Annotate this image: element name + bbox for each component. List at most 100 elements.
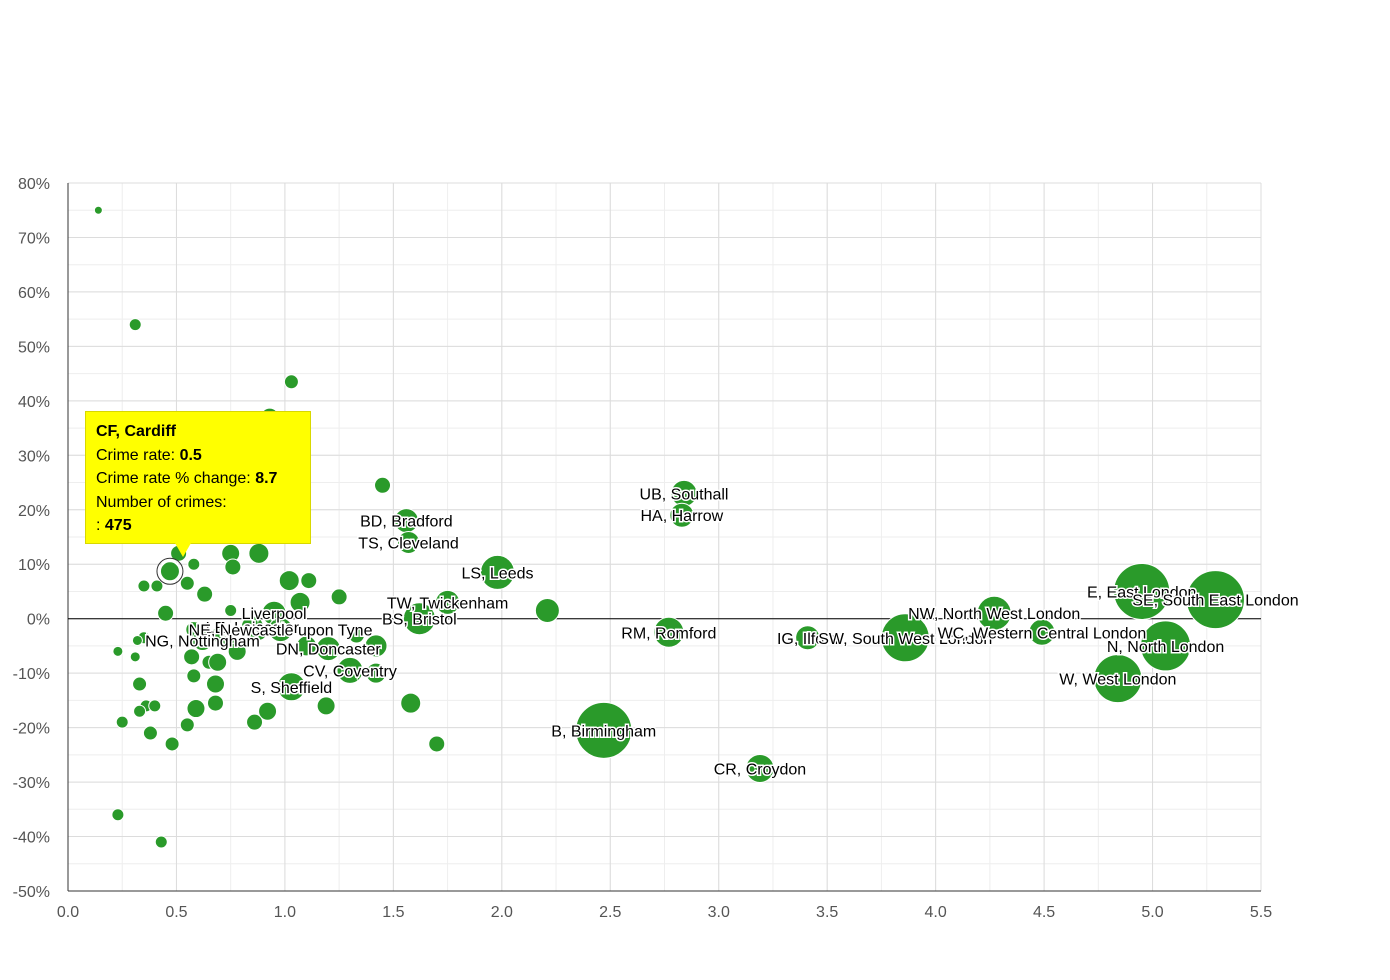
bubble <box>435 589 461 615</box>
bubble <box>191 629 213 651</box>
y-tick-label: -40% <box>13 830 50 847</box>
bubble <box>187 557 201 571</box>
y-tick-label: -50% <box>13 884 50 901</box>
bubble <box>240 615 264 639</box>
bubble-label: Liverpool <box>242 606 307 623</box>
x-tick-label: 2.5 <box>599 904 621 921</box>
bubble <box>115 715 129 729</box>
bubble <box>745 753 775 783</box>
bubble-label: LE, Leicester <box>206 620 300 637</box>
bubble <box>402 602 436 636</box>
bubble <box>208 652 228 672</box>
y-tick-label: -30% <box>13 775 50 792</box>
bubble <box>976 595 1012 631</box>
x-tick-label: 5.0 <box>1141 904 1163 921</box>
bubble <box>148 699 162 713</box>
bubble-label: IG, Ilford <box>777 631 838 648</box>
y-tick-label: 10% <box>18 557 50 574</box>
y-tick-label: -10% <box>13 666 50 683</box>
y-tick-label: 30% <box>18 448 50 465</box>
x-tick-label: 3.5 <box>816 904 838 921</box>
bubble <box>111 808 125 822</box>
bubble-labels: UB, Southall HA, Harrow BD, Bradford TS, Cl… <box>144 485 1300 780</box>
bubble-label: TW, Twickenham <box>387 595 509 612</box>
bubbles <box>93 205 1245 849</box>
bubble-label: DN, Doncaster <box>276 642 382 659</box>
bubble <box>400 692 422 714</box>
bubble <box>278 570 300 592</box>
bubble-label: CR, Croydon <box>714 761 806 778</box>
bubble-label: WC, Western Central London <box>938 625 1147 642</box>
highlight-bubble <box>158 560 181 583</box>
x-tick-label: 5.5 <box>1250 904 1272 921</box>
bubble <box>428 735 446 753</box>
bubble <box>575 701 633 759</box>
bubble <box>246 713 264 731</box>
tooltip-crimes-label: Number of crimes: <box>96 493 227 511</box>
tooltip-pointer <box>175 543 191 557</box>
bubble-label: NW, North West London <box>908 606 1080 623</box>
bubble <box>315 636 341 662</box>
bubble <box>224 558 242 576</box>
bubble-label: W, West London <box>1059 672 1176 689</box>
bubble <box>179 575 195 591</box>
y-tick-label: 60% <box>18 285 50 302</box>
bubble <box>222 633 236 647</box>
bubble-label: RM, Romford <box>621 625 716 642</box>
x-tick-label: 2.0 <box>491 904 513 921</box>
highlight-ring <box>156 557 184 585</box>
bubble-label: SW, South West London <box>818 631 992 648</box>
bubble <box>316 696 336 716</box>
bubble <box>268 617 294 643</box>
bubble <box>534 598 560 624</box>
bubble <box>479 554 515 590</box>
bubble <box>206 694 224 712</box>
tooltip-change: Crime rate % change: 8.7 <box>96 470 278 487</box>
bubble <box>205 674 225 694</box>
bubble <box>150 579 164 593</box>
axes: 0.0 0.5 1.0 1.5 2.0 2.5 3.0 3.5 4.0 4.5 5.0 5.5 80% 7… <box>13 176 1273 921</box>
bubble-label: NG, Nottingham <box>145 633 260 650</box>
bubble-label: HA, Harrow <box>641 508 724 525</box>
bubble <box>880 613 930 663</box>
bubble <box>128 318 142 332</box>
x-tick-label: 0.5 <box>165 904 187 921</box>
bubble <box>224 604 238 618</box>
bubble <box>227 641 247 661</box>
bubble <box>283 374 299 390</box>
bubble <box>132 676 148 692</box>
tooltip-title: CF, Cardiff <box>96 423 176 440</box>
bubble-label: E, East London <box>1087 584 1196 601</box>
y-tick-label: 80% <box>18 176 50 193</box>
bubble <box>364 634 388 658</box>
bubble <box>653 616 685 648</box>
x-tick-label: 1.5 <box>382 904 404 921</box>
bubble <box>137 579 151 593</box>
y-tick-label: 20% <box>18 503 50 520</box>
bubble <box>93 205 103 215</box>
x-tick-label: 4.0 <box>925 904 947 921</box>
bubble-label: UB, Southall <box>640 486 729 503</box>
bubble <box>154 835 168 849</box>
tooltip: CF, Cardiff Crime rate: 0.5 Crime rate %… <box>85 411 311 544</box>
bubble <box>374 476 392 494</box>
bubble <box>795 625 821 651</box>
bubble <box>397 530 421 554</box>
bubble <box>1093 654 1143 704</box>
bubble <box>365 662 387 684</box>
bubble-label: NE, Newcastle upon Tyne <box>189 623 373 640</box>
bubble-label: BS, Bristol <box>382 612 457 629</box>
bubble <box>164 736 180 752</box>
bubble <box>1113 562 1171 620</box>
bubble <box>186 668 202 684</box>
bubble-label: CV, Coventry <box>303 663 397 680</box>
bubble-label: B, Birmingham <box>551 723 656 740</box>
tooltip-crimes: : 475 <box>96 517 132 534</box>
y-tick-label: 50% <box>18 339 50 356</box>
bubble <box>157 604 175 622</box>
bubble <box>1140 620 1192 672</box>
bubble <box>669 502 695 528</box>
y-tick-label: -20% <box>13 721 50 738</box>
bubble <box>289 591 311 613</box>
